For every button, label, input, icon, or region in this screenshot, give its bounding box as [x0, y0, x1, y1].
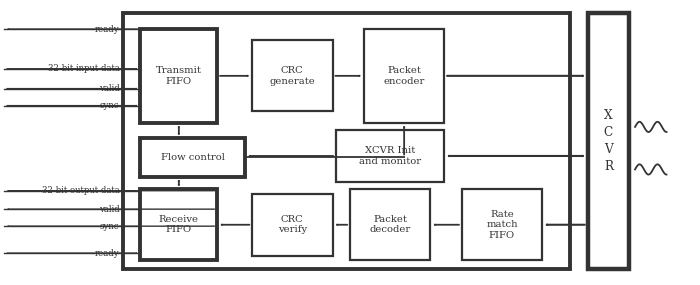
- Bar: [123, 13, 570, 269]
- Bar: [141, 29, 217, 123]
- Text: 32-bit output data: 32-bit output data: [42, 186, 120, 195]
- Text: Flow control: Flow control: [161, 153, 225, 162]
- Text: ready: ready: [94, 249, 120, 258]
- Text: X
C
V
R: X C V R: [604, 109, 613, 173]
- Text: 32-bit input data: 32-bit input data: [48, 64, 120, 73]
- Text: Receive
FIFO: Receive FIFO: [159, 215, 199, 235]
- Text: sync: sync: [100, 101, 120, 110]
- Bar: [252, 194, 332, 256]
- Text: Packet
encoder: Packet encoder: [384, 66, 425, 86]
- Text: valid: valid: [99, 205, 120, 214]
- Text: sync: sync: [100, 222, 120, 231]
- Text: Transmit
FIFO: Transmit FIFO: [156, 66, 202, 86]
- Bar: [587, 13, 629, 269]
- Text: Packet
decoder: Packet decoder: [370, 215, 411, 235]
- Text: valid: valid: [99, 84, 120, 93]
- Bar: [141, 138, 245, 176]
- Text: Rate
match
FIFO: Rate match FIFO: [486, 210, 518, 240]
- Text: CRC
verify: CRC verify: [278, 215, 307, 235]
- Bar: [336, 130, 444, 182]
- Bar: [350, 189, 430, 260]
- Bar: [252, 40, 332, 111]
- Bar: [141, 189, 217, 260]
- Bar: [462, 189, 542, 260]
- Bar: [364, 29, 444, 123]
- Text: CRC
generate: CRC generate: [270, 66, 315, 86]
- Text: ready: ready: [94, 25, 120, 34]
- Text: XCVR Init
and monitor: XCVR Init and monitor: [359, 146, 421, 166]
